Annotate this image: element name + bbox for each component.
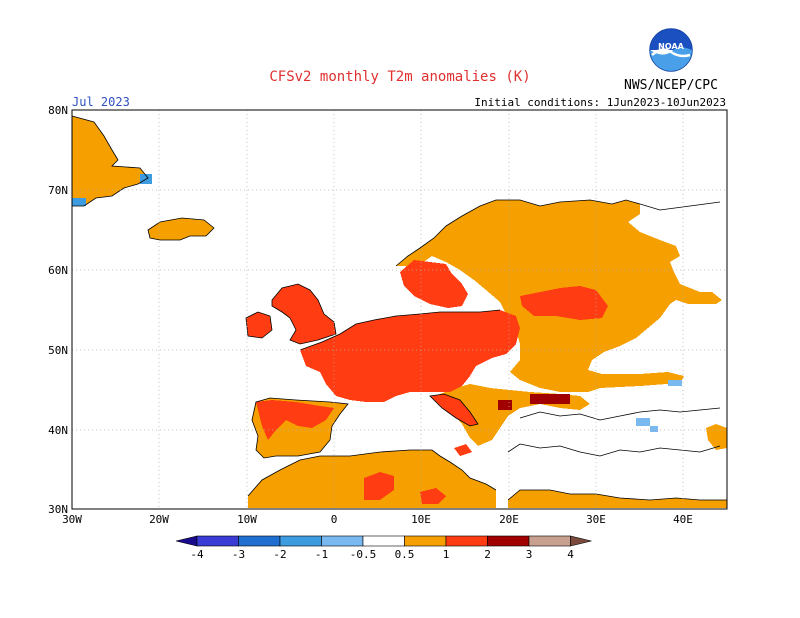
anomaly-area-caspian-cold	[636, 418, 650, 426]
noaa-logo: NOAA	[649, 28, 693, 72]
lon-label: 20E	[499, 513, 519, 526]
lat-label: 50N	[48, 344, 68, 357]
anomaly-area-caspian-cold-2	[650, 426, 658, 432]
lon-label: 40E	[673, 513, 693, 526]
lat-label: 30N	[48, 503, 68, 516]
legend-color-bin	[487, 535, 530, 547]
lat-label: 40N	[48, 424, 68, 437]
legend-tick-label: -2	[273, 548, 286, 561]
legend-color-bin	[321, 535, 364, 547]
anomaly-area-iceland	[148, 218, 214, 240]
legend-tick-label: 2	[484, 548, 491, 561]
legend-arrow-high	[570, 535, 592, 547]
legend-tick-label: -1	[315, 548, 328, 561]
legend-color-bin	[445, 535, 488, 547]
anomaly-area-iberia-north	[256, 400, 334, 440]
map-plot-area	[71, 109, 728, 510]
legend-color-bin	[528, 535, 571, 547]
lon-label: 10E	[411, 513, 431, 526]
legend-tick-label: -4	[190, 548, 204, 561]
legend-tick-label: -3	[232, 548, 245, 561]
latitude-labels: 80N 70N 60N 50N 40N 30N	[48, 104, 68, 516]
lat-label: 70N	[48, 184, 68, 197]
month-label: Jul 2023	[72, 95, 130, 109]
legend-tick-label: 3	[526, 548, 533, 561]
lat-label: 80N	[48, 104, 68, 117]
noaa-logo-text: NOAA	[658, 42, 684, 51]
legend-tick-label: 4	[567, 548, 574, 561]
legend-tick-label: 1	[443, 548, 450, 561]
lon-label: 0	[331, 513, 338, 526]
graticule	[72, 110, 727, 509]
anomaly-area-central-europe	[300, 310, 520, 402]
lon-label: 20W	[149, 513, 169, 526]
anomaly-area-british-isles	[272, 284, 336, 344]
anomaly-area-poland-east	[520, 286, 608, 320]
lon-label: 30E	[586, 513, 606, 526]
color-legend: -4 -3 -2 -1 -0.5 0.5 1 2 3 4	[175, 535, 592, 561]
anomaly-area-ireland	[246, 312, 272, 338]
anomaly-area-greenland	[72, 116, 148, 206]
map-title: CFSv2 monthly T2m anomalies (K)	[269, 69, 530, 85]
lon-label: 30W	[62, 513, 82, 526]
anomaly-area-algeria	[364, 472, 394, 500]
map-frame	[71, 109, 728, 510]
lat-label: 60N	[48, 264, 68, 277]
anomaly-area-sicily	[454, 444, 472, 456]
anomaly-area-baltic	[400, 260, 468, 308]
legend-color-bin	[238, 535, 281, 547]
legend-color-bin	[362, 535, 405, 547]
initial-conditions-label: Initial conditions: 1Jun2023-10Jun2023	[474, 96, 726, 109]
anomaly-area-serbia-hot	[498, 400, 512, 410]
anomaly-area-greenland-cold	[72, 198, 86, 206]
anomaly-area-egypt	[508, 490, 727, 508]
anomaly-area-middle-east	[706, 424, 727, 450]
anomaly-area-tunisia	[420, 488, 446, 504]
legend-tick-label: 0.5	[395, 548, 415, 561]
legend-color-bin	[279, 535, 322, 547]
anomaly-area-italy	[430, 394, 478, 426]
anomaly-area-ukraine-cold	[668, 380, 682, 386]
legend-color-bin	[404, 535, 447, 547]
anomaly-fill-layer	[72, 116, 727, 508]
lon-label: 10W	[237, 513, 257, 526]
legend-arrow-low	[175, 535, 198, 547]
agency-label: NWS/NCEP/CPC	[624, 78, 718, 93]
longitude-labels: 30W 20W 10W 0 10E 20E 30E 40E	[62, 513, 693, 526]
anomaly-area-balkans-hot	[530, 394, 570, 404]
legend-color-bin	[196, 535, 239, 547]
coastline-layer	[71, 115, 727, 501]
legend-tick-label: -0.5	[350, 548, 377, 561]
